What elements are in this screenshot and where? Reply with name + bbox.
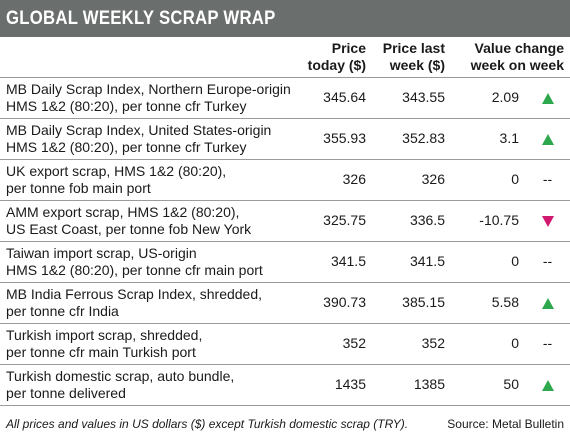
row-description-line: HMS 1&2 (80:20), per tonne cfr Turkey bbox=[6, 138, 247, 155]
value-change-cell: 2.09 bbox=[451, 76, 525, 118]
header-row: Price today ($) Price last week ($) Valu… bbox=[0, 37, 570, 77]
value-change-cell: 5.58 bbox=[451, 281, 525, 323]
trend-cell bbox=[525, 199, 570, 241]
up-arrow-icon bbox=[541, 133, 554, 145]
table-row: Turkish import scrap, shredded, per tonne… bbox=[0, 322, 570, 364]
row-description-line: Turkish import scrap, shredded, bbox=[6, 326, 203, 343]
trend-cell bbox=[525, 363, 570, 405]
price-last-week-cell: 352 bbox=[372, 322, 451, 364]
header-price-today-line1: Price bbox=[331, 39, 366, 56]
price-today-cell: 325.75 bbox=[298, 199, 372, 241]
row-description: MB India Ferrous Scrap Index, shredded, p… bbox=[0, 281, 298, 323]
row-description: AMM export scrap, HMS 1&2 (80:20), US Eas… bbox=[0, 199, 298, 241]
price-last-week-cell: 1385 bbox=[372, 363, 451, 405]
no-change-marker: -- bbox=[542, 335, 553, 351]
value-change-cell: 3.1 bbox=[451, 117, 525, 159]
header-description bbox=[0, 37, 298, 77]
header-price-today-line2: today ($) bbox=[307, 56, 366, 73]
row-description: MB Daily Scrap Index, Northern Europe-or… bbox=[0, 76, 298, 118]
price-last-week-cell: 326 bbox=[372, 158, 451, 200]
table-footer: All prices and values in US dollars ($) … bbox=[0, 405, 570, 441]
trend-cell bbox=[525, 76, 570, 118]
price-last-week-cell: 343.55 bbox=[372, 76, 451, 118]
header-price-today: Price today ($) bbox=[298, 37, 372, 77]
row-description-line: MB Daily Scrap Index, United States-orig… bbox=[6, 121, 272, 138]
row-description-line: US East Coast, per tonne fob New York bbox=[6, 220, 252, 237]
price-last-week-cell: 385.15 bbox=[372, 281, 451, 323]
header-change-line2: week on week bbox=[470, 56, 565, 73]
price-last-week-cell: 336.5 bbox=[372, 199, 451, 241]
table-row: MB Daily Scrap Index, United States-orig… bbox=[0, 117, 570, 159]
price-today-cell: 1435 bbox=[298, 363, 372, 405]
row-description-line: per tonne delivered bbox=[6, 384, 126, 401]
header-price-last-line2: week ($) bbox=[389, 56, 445, 73]
row-description-line: AMM export scrap, HMS 1&2 (80:20), bbox=[6, 203, 240, 220]
value-change-cell: -10.75 bbox=[451, 199, 525, 241]
panel-title-text: GLOBAL WEEKLY SCRAP WRAP bbox=[6, 8, 276, 29]
row-description: MB Daily Scrap Index, United States-orig… bbox=[0, 117, 298, 159]
source-credit: Source: Metal Bulletin bbox=[447, 417, 564, 431]
header-price-last-week: Price last week ($) bbox=[372, 37, 451, 77]
row-description-line: per tonne fob main port bbox=[6, 179, 151, 196]
currency-note: All prices and values in US dollars ($) … bbox=[6, 417, 409, 431]
up-arrow-icon bbox=[541, 92, 554, 104]
price-today-cell: 326 bbox=[298, 158, 372, 200]
trend-cell bbox=[525, 117, 570, 159]
no-change-marker: -- bbox=[542, 253, 553, 269]
price-last-week-cell: 352.83 bbox=[372, 117, 451, 159]
table-row: MB India Ferrous Scrap Index, shredded, p… bbox=[0, 281, 570, 323]
row-description: Turkish import scrap, shredded, per tonne… bbox=[0, 322, 298, 364]
row-description-line: per tonne cfr main Turkish port bbox=[6, 343, 196, 360]
row-description-line: HMS 1&2 (80:20), per tonne cfr main port bbox=[6, 261, 263, 278]
trend-cell: -- bbox=[525, 158, 570, 200]
row-description-line: MB India Ferrous Scrap Index, shredded, bbox=[6, 285, 263, 302]
trend-cell bbox=[525, 281, 570, 323]
value-change-cell: 0 bbox=[451, 240, 525, 282]
row-description-line: UK export scrap, HMS 1&2 (80:20), bbox=[6, 162, 227, 179]
row-description-line: MB Daily Scrap Index, Northern Europe-or… bbox=[6, 80, 291, 97]
row-description: UK export scrap, HMS 1&2 (80:20), per ton… bbox=[0, 158, 298, 200]
row-description-line: Turkish domestic scrap, auto bundle, bbox=[6, 367, 235, 384]
table-row: UK export scrap, HMS 1&2 (80:20), per ton… bbox=[0, 158, 570, 200]
up-arrow-icon bbox=[541, 297, 554, 309]
up-arrow-icon bbox=[541, 380, 554, 392]
price-today-cell: 341.5 bbox=[298, 240, 372, 282]
row-description-line: HMS 1&2 (80:20), per tonne cfr Turkey bbox=[6, 97, 247, 114]
price-last-week-cell: 341.5 bbox=[372, 240, 451, 282]
table-row: MB Daily Scrap Index, Northern Europe-or… bbox=[0, 76, 570, 118]
value-change-cell: 0 bbox=[451, 322, 525, 364]
panel-title: GLOBAL WEEKLY SCRAP WRAP bbox=[0, 0, 570, 37]
value-change-cell: 50 bbox=[451, 363, 525, 405]
price-today-cell: 345.64 bbox=[298, 76, 372, 118]
price-today-cell: 390.73 bbox=[298, 281, 372, 323]
row-description: Taiwan import scrap, US-origin HMS 1&2 (8… bbox=[0, 240, 298, 282]
row-description-line: per tonne cfr India bbox=[6, 302, 119, 319]
header-value-change: Value change week on week bbox=[451, 37, 570, 77]
row-description: Turkish domestic scrap, auto bundle, per … bbox=[0, 363, 298, 405]
trend-cell: -- bbox=[525, 240, 570, 282]
table-row: Turkish domestic scrap, auto bundle, per … bbox=[0, 363, 570, 405]
value-change-cell: 0 bbox=[451, 158, 525, 200]
table-row: AMM export scrap, HMS 1&2 (80:20), US Eas… bbox=[0, 199, 570, 241]
price-table: Price today ($) Price last week ($) Valu… bbox=[0, 37, 570, 405]
table-row: Taiwan import scrap, US-origin HMS 1&2 (8… bbox=[0, 240, 570, 282]
row-description-line: Taiwan import scrap, US-origin bbox=[6, 244, 197, 261]
header-change-line1: Value change bbox=[474, 39, 565, 56]
down-arrow-icon bbox=[541, 215, 554, 227]
trend-cell: -- bbox=[525, 322, 570, 364]
header-price-last-line1: Price last bbox=[382, 39, 445, 56]
price-today-cell: 355.93 bbox=[298, 117, 372, 159]
price-today-cell: 352 bbox=[298, 322, 372, 364]
no-change-marker: -- bbox=[542, 171, 553, 187]
